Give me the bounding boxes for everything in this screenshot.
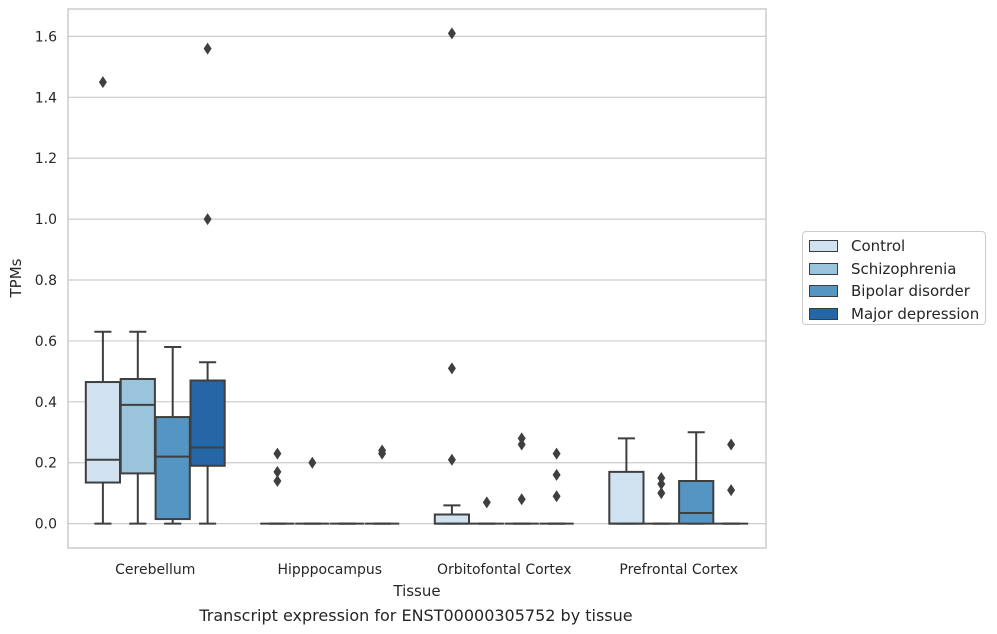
- legend-item: Control: [809, 235, 905, 257]
- x-tick-labels: Cerebellum Hipppocampus Orbitofontal Corte…: [115, 562, 738, 578]
- legend-item: Bipolar disorder: [809, 280, 970, 302]
- y-tick-label: 0.4: [35, 395, 57, 411]
- legend-item: Major depression: [809, 303, 979, 325]
- outlier-point: [273, 447, 282, 460]
- x-tick-label: Hipppocampus: [277, 562, 382, 578]
- plot-frame: [67, 8, 767, 549]
- outlier-point: [727, 484, 736, 497]
- y-tick-labels: 0.0 0.2 0.4 0.6 0.8 1.0 1.2 1.4 1.6: [35, 29, 57, 532]
- outlier-point: [447, 27, 456, 40]
- box-control: [608, 437, 645, 525]
- outlier-point: [657, 487, 666, 500]
- iqr-box: [154, 416, 191, 521]
- outlier-point: [273, 475, 282, 488]
- legend-swatch: [809, 285, 838, 297]
- outlier-point: [203, 42, 212, 55]
- box-control: [433, 504, 471, 525]
- x-tick-label: Orbitofontal Cortex: [437, 562, 572, 578]
- box-schizophrenia: [119, 330, 156, 525]
- box-bipolar-disorder: [154, 346, 191, 525]
- y-tick-label: 0.0: [35, 517, 57, 533]
- y-tick-label: 1.6: [35, 29, 57, 45]
- y-tick-label: 0.2: [35, 456, 57, 472]
- iqr-box: [189, 379, 226, 467]
- outlier-point: [517, 432, 526, 445]
- outlier-point: [447, 453, 456, 466]
- outlier-point: [98, 76, 107, 89]
- iqr-box: [119, 377, 156, 475]
- outlier-point: [517, 438, 526, 451]
- legend-label: Bipolar disorder: [851, 282, 970, 300]
- legend-label: Schizophrenia: [851, 259, 957, 278]
- y-tick-label: 0.8: [35, 273, 57, 289]
- outlier-point: [552, 468, 561, 481]
- outlier-point: [203, 213, 212, 226]
- outlier-point: [482, 496, 491, 509]
- outlier-point: [273, 465, 282, 478]
- legend-swatch: [809, 307, 838, 320]
- outlier-point: [378, 444, 387, 457]
- y-axis-label: TPMs: [7, 258, 25, 298]
- outlier-point: [727, 438, 736, 451]
- y-tick-label: 0.6: [35, 334, 57, 350]
- outlier-point: [657, 478, 666, 491]
- x-tick-label: Prefrontal Cortex: [619, 562, 738, 578]
- boxes: [84, 330, 749, 525]
- outliers: [98, 27, 736, 509]
- legend: Control Schizophrenia Bipolar disorder Majo…: [802, 231, 986, 325]
- iqr-box: [84, 381, 122, 484]
- x-axis-label: Tissue: [392, 582, 440, 600]
- legend-label: Major depression: [851, 304, 980, 323]
- y-tick-label: 1.0: [35, 212, 57, 228]
- outlier-point: [308, 456, 317, 469]
- iqr-box: [433, 513, 471, 525]
- y-tick-label: 1.2: [35, 151, 57, 167]
- outlier-point: [447, 362, 456, 375]
- legend-item: Schizophrenia: [809, 258, 956, 280]
- box-control: [84, 330, 122, 525]
- outlier-point: [657, 471, 666, 484]
- iqr-box: [608, 470, 645, 525]
- box-major-depression: [189, 361, 226, 525]
- outlier-point: [552, 490, 561, 503]
- chart-caption: Transcript expression for ENST0000030575…: [199, 606, 633, 625]
- outlier-point: [517, 493, 526, 506]
- legend-label: Control: [851, 237, 906, 255]
- outlier-point: [552, 447, 561, 460]
- y-tick-label: 1.4: [35, 90, 57, 106]
- x-tick-label: Cerebellum: [115, 562, 195, 578]
- box-bipolar-disorder: [678, 431, 715, 525]
- legend-swatch: [809, 262, 838, 275]
- legend-swatch: [809, 240, 838, 252]
- iqr-box: [678, 480, 715, 525]
